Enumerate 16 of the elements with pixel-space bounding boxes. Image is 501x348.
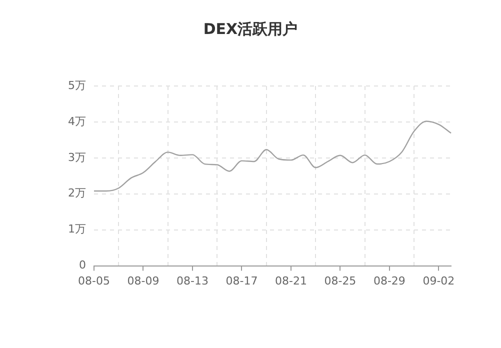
y-tick-label: 4万: [68, 114, 86, 128]
y-tick-label: 2万: [68, 186, 86, 200]
line-series: [93, 120, 452, 192]
y-tick-label: 3万: [68, 150, 86, 164]
x-tick-label: 08-13: [176, 274, 208, 288]
y-tick-label: 1万: [68, 222, 86, 236]
x-tick-label: 08-25: [324, 274, 356, 288]
x-tick-label: 08-09: [127, 274, 160, 288]
x-tick-label: 09-02: [422, 274, 455, 288]
x-tick-label: 08-21: [274, 274, 307, 288]
y-tick-label: 0: [79, 258, 86, 272]
y-tick-label: 5万: [68, 78, 86, 92]
x-tick-label: 08-17: [226, 274, 258, 288]
x-tick-label: 08-05: [78, 274, 110, 288]
chart-title: DEX活跃用户: [202, 20, 299, 39]
x-tick-label: 08-29: [373, 274, 406, 288]
